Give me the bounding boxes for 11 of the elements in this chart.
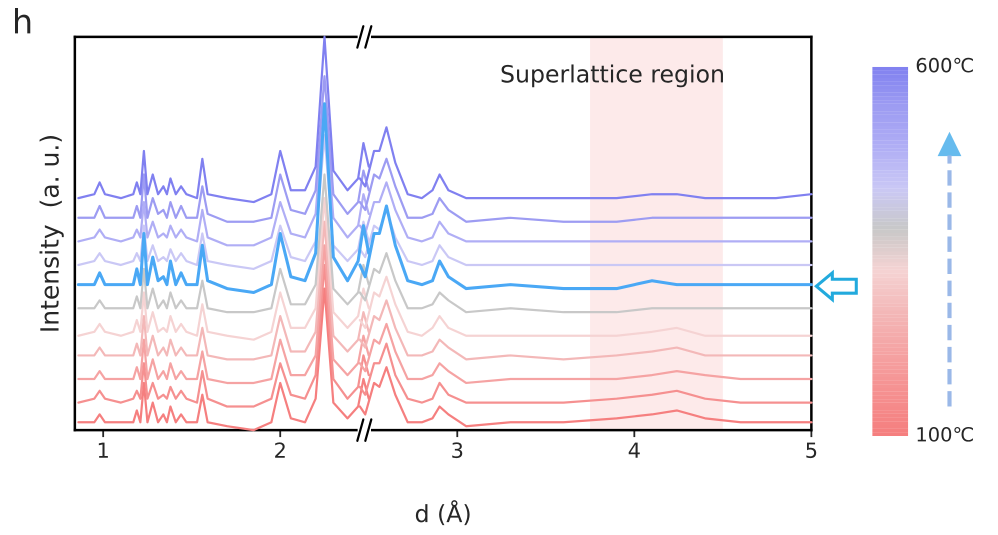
color-bar-label: 100℃ <box>918 426 973 442</box>
x-tick-label: 5 <box>806 442 816 458</box>
annotation: Superlattice region <box>502 64 723 88</box>
x-tick-label: 3 <box>452 442 462 458</box>
x-tick-label: 2 <box>275 442 285 458</box>
chart-title: h <box>15 8 30 34</box>
x-tick-label: 1 <box>98 442 108 458</box>
x-axis-title: d (Å) <box>416 500 470 526</box>
color-bar-label: 600℃ <box>916 58 973 73</box>
y-axis-title: Intensity (a. u.) <box>40 136 64 331</box>
x-tick-label: 4 <box>628 442 640 458</box>
